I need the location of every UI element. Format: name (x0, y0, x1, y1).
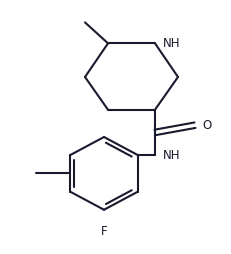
Text: NH: NH (163, 37, 180, 50)
Text: F: F (101, 225, 107, 238)
Text: O: O (203, 119, 212, 132)
Text: NH: NH (163, 149, 180, 162)
